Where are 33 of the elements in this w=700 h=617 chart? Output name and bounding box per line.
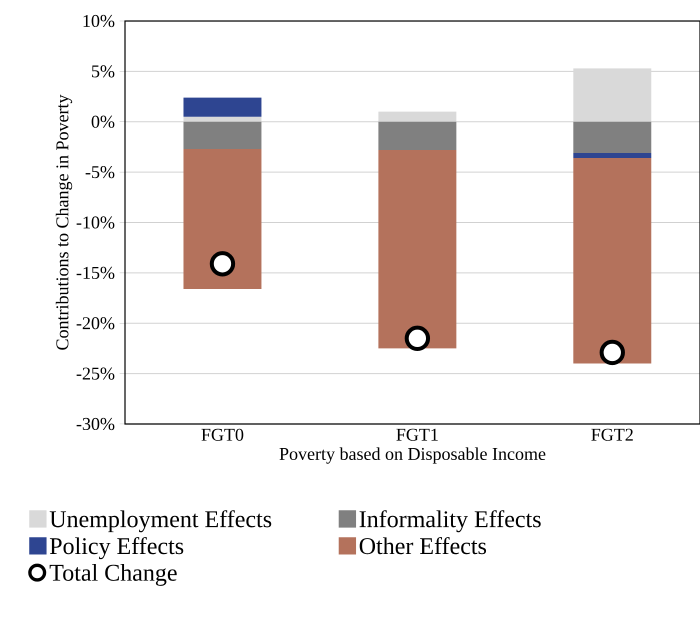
point: [600, 340, 625, 366]
y-axis-title: Contributions to Change in Poverty: [56, 94, 72, 350]
bar: [573, 152, 652, 158]
x-tick-label: FGT1: [396, 428, 438, 441]
bar: [378, 122, 456, 150]
legend-label: Total Change: [50, 564, 177, 586]
y-tick-label: 10%: [84, 14, 114, 28]
legend-label: Unemployment Effects: [50, 510, 272, 532]
bar: [183, 122, 262, 149]
x-tick-label: FGT0: [201, 428, 244, 441]
bar: [573, 68, 652, 122]
x-tick-label: FGT2: [591, 428, 633, 441]
y-tick-label: -5%: [86, 166, 114, 178]
y-tick-label: -25%: [76, 368, 114, 380]
x-axis-title: Poverty based on Disposable Income: [280, 447, 546, 464]
bar: [183, 148, 262, 289]
bar: [378, 150, 456, 348]
y-tick-label: -15%: [76, 266, 114, 279]
legend-label: Policy Effects: [50, 537, 184, 560]
y-tick-label: -20%: [76, 317, 114, 330]
bar: [378, 112, 456, 122]
point: [404, 326, 430, 352]
bar: [573, 122, 652, 153]
bar: [183, 116, 262, 122]
bar: [183, 98, 262, 117]
y-tick-label: 0%: [92, 116, 114, 128]
y-tick-label: 5%: [92, 65, 114, 78]
point: [210, 251, 236, 276]
bar: [573, 158, 652, 364]
y-tick-label: -30%: [76, 418, 114, 430]
legend-label: Other Effects: [360, 537, 486, 554]
legend-label: Informality Effects: [360, 510, 541, 532]
y-tick-label: -10%: [76, 216, 114, 229]
